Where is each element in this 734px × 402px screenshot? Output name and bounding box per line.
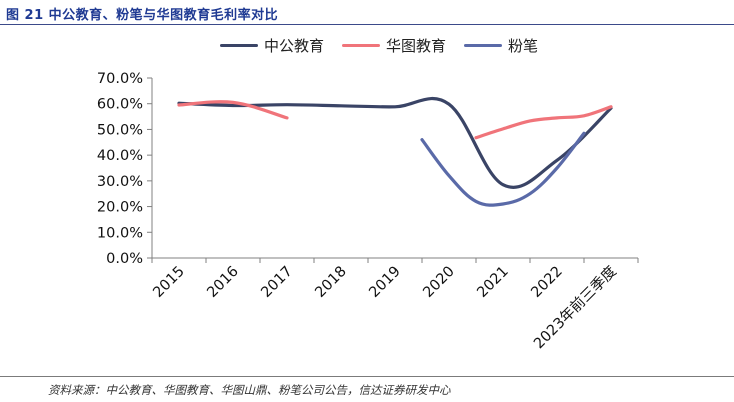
y-tick-label: 50.0% [97, 122, 143, 138]
legend-swatch-fenbi [464, 43, 503, 47]
legend-label-zhonggong: 中公教育 [264, 36, 325, 55]
y-tick-label: 70.0% [97, 71, 143, 87]
chart-legend: 中公教育 华图教育 粉笔 [220, 34, 538, 56]
y-tick-label: 40.0% [97, 148, 143, 164]
legend-label-fenbi: 粉笔 [508, 36, 539, 55]
x-tick-label: 2021 [474, 264, 511, 301]
x-tick-label: 2015 [150, 264, 187, 301]
legend-swatch-zhonggong [220, 43, 258, 47]
legend-swatch-huatu [342, 43, 381, 47]
y-tick-label: 20.0% [97, 200, 143, 216]
x-tick-label: 2017 [258, 264, 295, 301]
legend-item-huatu: 华图教育 [342, 35, 446, 56]
source-bar: 资料来源：中公教育、华图教育、华图山鼎、粉笔公司公告，信达证券研发中心 [0, 376, 734, 402]
x-tick-label: 2018 [312, 264, 349, 301]
y-tick-label: 30.0% [97, 174, 143, 190]
x-tick-label: 2020 [420, 264, 457, 301]
legend-item-fenbi: 粉笔 [464, 35, 538, 56]
figure-title-bar: 图 21 中公教育、粉笔与华图教育毛利率对比 [0, 0, 734, 25]
x-tick-label: 2016 [204, 264, 241, 301]
figure-title: 图 21 中公教育、粉笔与华图教育毛利率对比 [6, 8, 279, 23]
series-line-zhonggong [177, 96, 613, 189]
series-line-huatu [474, 105, 613, 140]
x-tick-label: 2019 [366, 264, 403, 301]
y-tick-label: 0.0% [106, 251, 143, 267]
legend-item-zhonggong: 中公教育 [220, 35, 324, 56]
series-line-huatu [177, 100, 289, 120]
y-tick-label: 60.0% [97, 97, 143, 113]
source-note: 资料来源：中公教育、华图教育、华图山鼎、粉笔公司公告，信达证券研发中心 [48, 383, 451, 397]
series-line-fenbi [420, 131, 586, 207]
y-tick-label: 10.0% [97, 225, 143, 241]
x-tick-label: 2022 [528, 264, 565, 301]
legend-label-huatu: 华图教育 [386, 36, 447, 55]
